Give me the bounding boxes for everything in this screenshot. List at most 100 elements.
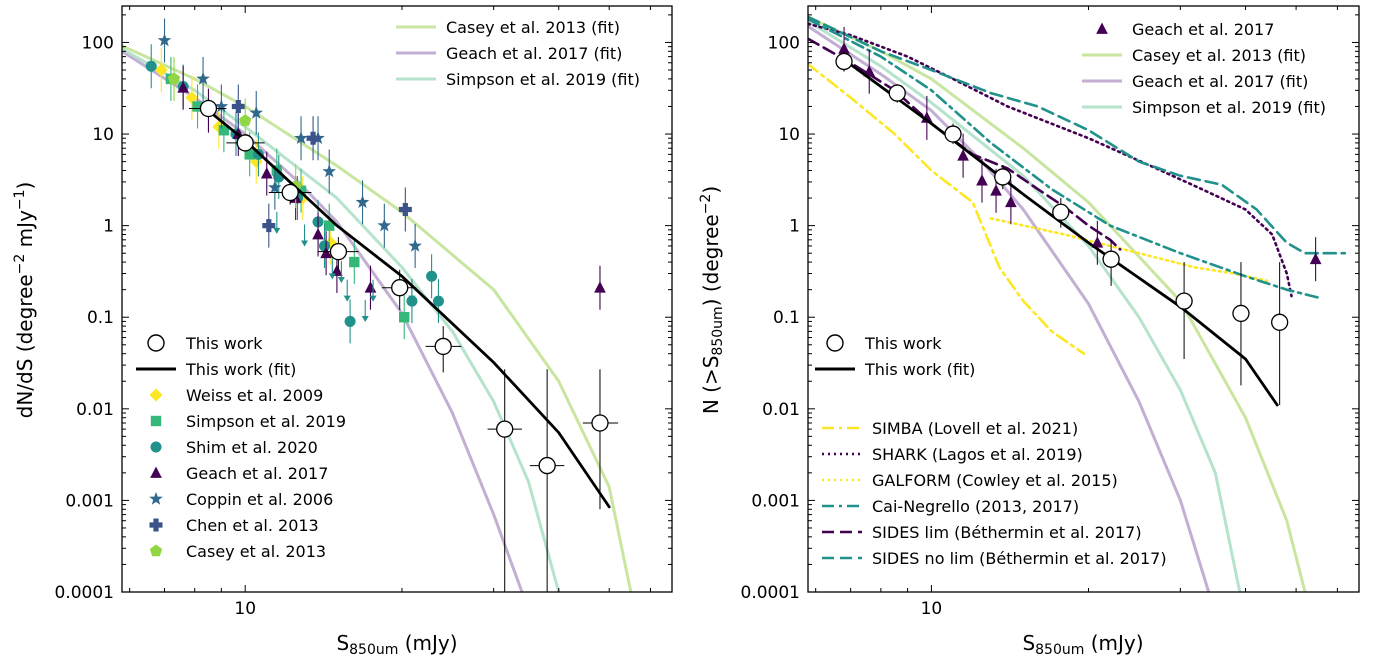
legend-entry-sides-no-lim-b-thermin-et-al-2017: SIDES no lim (Béthermin et al. 2017) <box>822 549 1167 568</box>
left-plot-area <box>122 18 633 592</box>
right-tick-layer: 100 10 1 0.1 0.01 0.001 0.0001 10 <box>741 6 1359 619</box>
data-point-coppin-et-al-2006-0 <box>157 33 172 47</box>
data-point-coppin-et-al-2006-10 <box>408 238 422 252</box>
y-tick-label-1: 10 <box>778 125 800 145</box>
data-point-coppin-et-al-2006-3 <box>249 105 263 119</box>
legend-label: GALFORM (Cowley et al. 2015) <box>872 471 1118 490</box>
this-work-point-3 <box>994 168 1012 186</box>
right-plot-area <box>808 15 1347 592</box>
data-point-shim-et-al-2020-7 <box>318 240 331 252</box>
legend-entry-chen-et-al-2013: Chen et al. 2013 <box>149 516 319 535</box>
upper-limit-arrow-0 <box>273 227 281 234</box>
legend-marker <box>150 441 162 453</box>
legend-label: This work <box>185 334 263 353</box>
data-point-coppin-et-al-2006-1 <box>196 71 210 85</box>
y-tick-label-5: 0.001 <box>65 491 114 511</box>
data-point-geach-et-al-2017-5 <box>990 184 1002 196</box>
left-x-axis-label: S850um (mJy) <box>336 631 457 658</box>
legend-marker <box>147 334 165 352</box>
this-work-point-5 <box>1102 250 1120 268</box>
data-point-geach-et-al-2017-5 <box>312 228 324 240</box>
this-work-fit-line <box>842 58 1279 407</box>
legend-entry-simpson-et-al-2019-fit: Simpson et al. 2019 (fit) <box>1082 98 1326 117</box>
data-point-simpson-et-al-2019-2 <box>218 125 230 136</box>
data-point-geach-et-al-2017-6 <box>1005 195 1017 208</box>
legend-entry-this-work: This work <box>147 334 263 353</box>
data-point-chen-et-al-2013-0 <box>231 99 245 113</box>
data-point-geach-et-al-2017-8 <box>1309 252 1322 265</box>
legend-label: This work (fit) <box>185 360 296 379</box>
legend-entry-this-work: This work <box>826 334 942 353</box>
y-tick-label-1: 10 <box>92 125 114 145</box>
y-tick-label-3: 0.1 <box>773 308 800 328</box>
right-axes-frame <box>807 5 1360 593</box>
legend-entry-cai-negrello-2013-2017: Cai-Negrello (2013, 2017) <box>822 497 1079 516</box>
legend-label: SIDES lim (Béthermin et al. 2017) <box>872 523 1142 542</box>
legend-entry-weiss-et-al-2009: Weiss et al. 2009 <box>149 386 323 405</box>
this-work-point-7 <box>1232 304 1250 323</box>
legend-entry-sides-lim-b-thermin-et-al-2017: SIDES lim (Béthermin et al. 2017) <box>822 523 1142 542</box>
legend-label: Shim et al. 2020 <box>186 438 318 457</box>
data-point-geach-et-al-2017-9 <box>594 281 606 293</box>
legend-entry-simpson-et-al-2019: Simpson et al. 2019 <box>150 412 346 431</box>
legend-marker <box>149 544 163 557</box>
legend-entry-coppin-et-al-2006: Coppin et al. 2006 <box>149 490 333 509</box>
legend-label: SIMBA (Lovell et al. 2021) <box>872 419 1078 438</box>
legend-label: Simpson et al. 2019 <box>186 412 346 431</box>
this-work-point-8 <box>591 414 609 432</box>
legend-marker <box>149 518 163 532</box>
right-legend-layer: Geach et al. 2017 Casey et al. 2013 (fit)… <box>815 20 1326 568</box>
legend-label: Geach et al. 2017 <box>1132 20 1274 39</box>
fit-line-casey-et-al-2013-fit <box>808 15 1307 592</box>
model-line-sides-lim-b-thermin-et-al-2017 <box>808 37 1122 251</box>
legend-label: SIDES no lim (Béthermin et al. 2017) <box>872 549 1167 568</box>
this-work-point-6 <box>496 420 514 438</box>
legend-label: Simpson et al. 2019 (fit) <box>1132 98 1326 117</box>
y-tick-label-6: 0.0001 <box>55 583 114 603</box>
legend-marker <box>1096 22 1108 34</box>
data-point-coppin-et-al-2006-5 <box>294 131 308 144</box>
data-point-shim-et-al-2020-0 <box>145 60 157 72</box>
this-work-point-3 <box>329 242 348 261</box>
this-work-point-4 <box>1052 203 1070 221</box>
legend-label: This work <box>864 334 942 353</box>
data-point-coppin-et-al-2006-2 <box>214 99 229 113</box>
this-work-point-2 <box>944 125 962 143</box>
this-work-point-6 <box>1175 292 1193 310</box>
this-work-point-0 <box>199 99 218 118</box>
legend-label: Coppin et al. 2006 <box>186 490 333 509</box>
left-data-layer <box>122 18 633 592</box>
y-tick-label-2: 1 <box>789 217 800 237</box>
this-work-point-0 <box>835 52 853 71</box>
data-point-shim-et-al-2020-8 <box>344 315 356 327</box>
upper-limit-arrow-5 <box>361 315 369 322</box>
legend-entry-casey-et-al-2013-fit: Casey et al. 2013 (fit) <box>1082 46 1306 65</box>
legend-label: Geach et al. 2017 (fit) <box>1132 72 1308 91</box>
data-point-weiss-et-al-2009-0 <box>154 63 168 77</box>
legend-marker <box>149 388 163 402</box>
legend-label: Casey et al. 2013 (fit) <box>446 18 620 37</box>
data-point-geach-et-al-2017-3 <box>957 149 969 161</box>
data-point-chen-et-al-2013-3 <box>398 203 412 217</box>
legend-entry-geach-et-al-2017-fit: Geach et al. 2017 (fit) <box>396 44 622 63</box>
data-point-weiss-et-al-2009-1 <box>185 91 199 105</box>
legend-entry-casey-et-al-2013-fit: Casey et al. 2013 (fit) <box>396 18 620 37</box>
data-point-casey-et-al-2013-0 <box>167 72 181 85</box>
data-point-simpson-et-al-2019-8 <box>399 312 410 323</box>
legend-marker <box>149 491 163 505</box>
upper-limit-arrow-1 <box>301 240 309 247</box>
x-tick-label-0: 10 <box>921 599 943 619</box>
data-point-coppin-et-al-2006-7 <box>322 164 336 178</box>
this-work-point-5 <box>434 337 452 356</box>
data-point-geach-et-al-2017-2 <box>920 111 933 123</box>
this-work-point-2 <box>281 183 299 202</box>
this-work-point-7 <box>538 456 556 475</box>
legend-entry-galform-cowley-et-al-2015: GALFORM (Cowley et al. 2015) <box>822 471 1118 490</box>
legend-entry-geach-et-al-2017: Geach et al. 2017 <box>1096 20 1274 39</box>
fit-line-casey-et-al-2013-fit <box>122 44 633 592</box>
fit-line-geach-et-al-2017-fit <box>122 49 524 592</box>
fit-line-simpson-et-al-2019-fit <box>808 19 1242 592</box>
upper-limit-arrow-4 <box>343 295 351 302</box>
data-point-coppin-et-al-2006-8 <box>355 195 370 208</box>
